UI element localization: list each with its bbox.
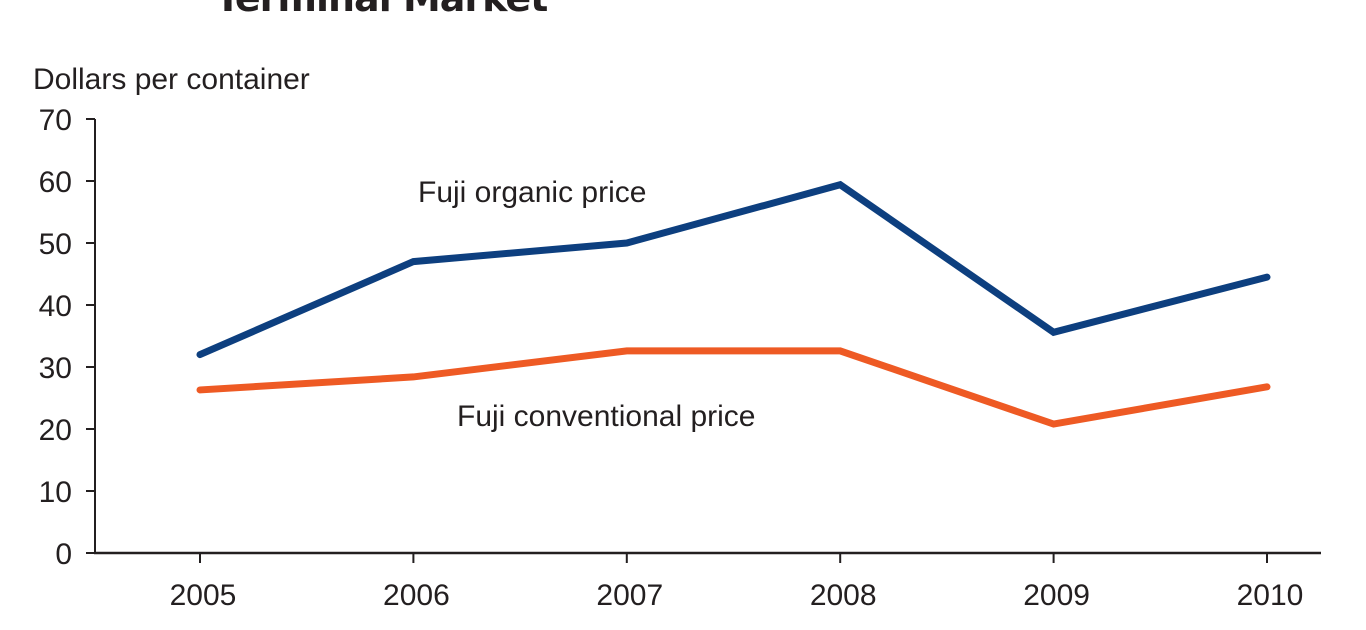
series-label-conventional: Fuji conventional price xyxy=(457,400,756,433)
y-tick-label: 20 xyxy=(39,414,72,447)
y-tick-label: 50 xyxy=(39,228,72,261)
x-tick-label: 2006 xyxy=(383,579,450,612)
x-tick-label: 2010 xyxy=(1237,579,1304,612)
y-tick-label: 30 xyxy=(39,352,72,385)
y-tick-label: 70 xyxy=(39,104,72,137)
series-label-organic: Fuji organic price xyxy=(418,176,646,209)
x-tick-label: 2009 xyxy=(1023,579,1090,612)
chart-title: Terminal Market xyxy=(215,0,548,20)
x-tick-label: 2005 xyxy=(170,579,237,612)
y-tick-label: 40 xyxy=(39,290,72,323)
x-tick-label: 2008 xyxy=(810,579,877,612)
x-tick-label: 2007 xyxy=(596,579,663,612)
y-axis-label: Dollars per container xyxy=(33,63,310,96)
y-tick-label: 60 xyxy=(39,166,72,199)
y-tick-label: 0 xyxy=(55,538,72,571)
series-line-organic xyxy=(196,180,1271,359)
series-line-conventional xyxy=(196,347,1271,428)
y-tick-label: 10 xyxy=(39,476,72,509)
